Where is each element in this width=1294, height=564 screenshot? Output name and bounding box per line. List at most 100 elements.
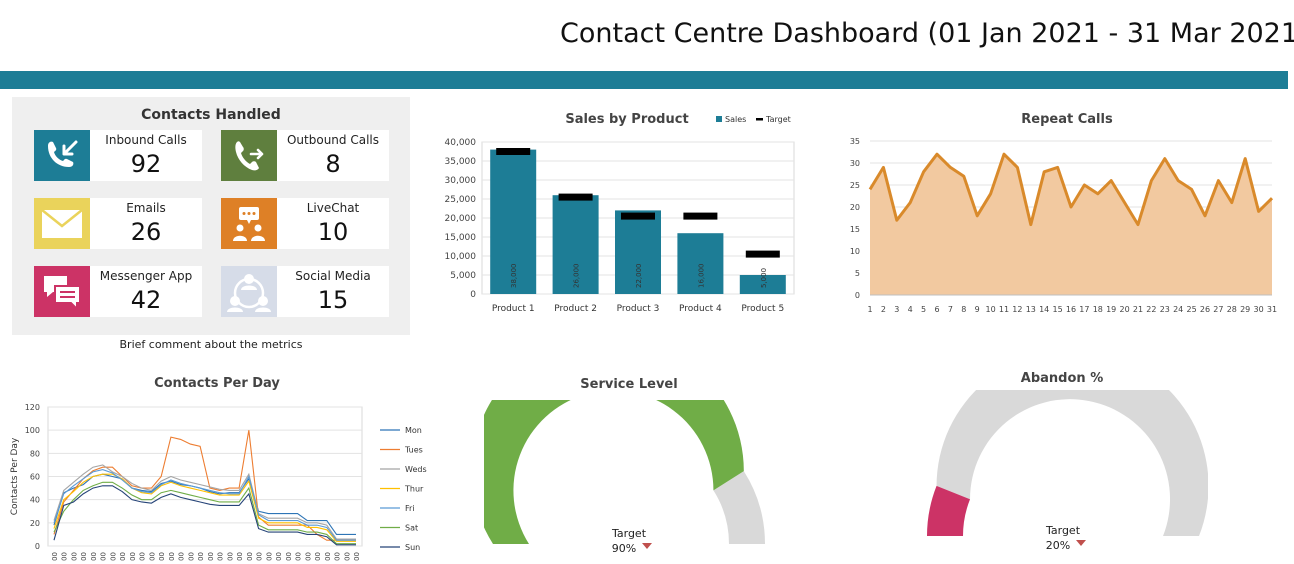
- x-tick-label: 00: [246, 552, 254, 561]
- livechat-icon: [221, 198, 277, 249]
- target-marker: [496, 148, 531, 155]
- contacts-per-day-title: Contacts Per Day: [154, 376, 280, 391]
- title-accent-bar: [0, 71, 1288, 89]
- x-tick-label: 5: [921, 305, 926, 314]
- x-tick-label: 28: [1227, 305, 1237, 314]
- x-tick-label: 26: [1200, 305, 1210, 314]
- gauge-track: [713, 471, 765, 544]
- x-tick-label: 00: [80, 552, 88, 561]
- x-tick-label: 11: [999, 305, 1009, 314]
- tile-value: 92: [130, 150, 162, 178]
- x-tick-label: 17: [1079, 305, 1089, 314]
- legend-label: Sun: [405, 543, 420, 552]
- x-tick-label: 18: [1093, 305, 1103, 314]
- x-tick-label: 3: [894, 305, 899, 314]
- x-tick-label: 00: [265, 552, 273, 561]
- x-tick-label: 8: [961, 305, 966, 314]
- x-tick-label: 29: [1240, 305, 1250, 314]
- x-tick-label: 00: [51, 552, 59, 561]
- contacts-handled-title: Contacts Handled: [141, 107, 281, 123]
- x-tick-label: 00: [285, 552, 293, 561]
- y-tick-label: 0: [855, 291, 860, 300]
- gauge-value-arc: [484, 400, 744, 544]
- x-tick-label: 2: [881, 305, 886, 314]
- target-label: Target: [611, 527, 647, 540]
- outbound-call-icon: [221, 130, 277, 181]
- x-tick-label: 00: [129, 552, 137, 561]
- legend-label: Sat: [405, 524, 418, 533]
- target-value: 90%: [612, 542, 636, 555]
- y-tick-label: 15: [850, 225, 860, 234]
- x-tick-label: 1: [867, 305, 872, 314]
- x-tick-label: Product 2: [554, 304, 597, 314]
- x-tick-label: 00: [275, 552, 283, 561]
- abandon-title: Abandon %: [1020, 371, 1104, 386]
- abandon-gauge: Target 20%: [927, 390, 1208, 552]
- x-tick-label: 00: [61, 552, 69, 561]
- bar-sales: [490, 149, 537, 294]
- y-tick-label: 120: [25, 403, 40, 412]
- x-tick-label: 19: [1106, 305, 1116, 314]
- tile-value: 26: [130, 218, 162, 246]
- x-tick-label: 00: [70, 552, 78, 561]
- repeat-calls-title: Repeat Calls: [1021, 112, 1113, 127]
- legend-label: Thur: [404, 485, 424, 494]
- y-tick-label: 35,000: [445, 157, 477, 167]
- series-line-fri: [53, 468, 356, 541]
- tile-label: Emails: [126, 201, 166, 215]
- x-tick-label: 30: [1254, 305, 1264, 314]
- service-level-gauge: Target 90%: [484, 400, 765, 555]
- tile-emails: Emails 26: [34, 198, 202, 249]
- target-value: 20%: [1046, 539, 1070, 552]
- envelope-icon: [34, 198, 90, 249]
- x-tick-label: 00: [197, 552, 205, 561]
- y-tick-label: 100: [25, 426, 40, 435]
- y-tick-label: 15,000: [445, 233, 477, 243]
- series-line-thur: [53, 473, 356, 542]
- x-tick-label: 00: [158, 552, 166, 561]
- series-line-sun: [53, 485, 356, 546]
- x-tick-label: 22: [1146, 305, 1156, 314]
- x-tick-label: 00: [178, 552, 186, 561]
- y-tick-label: 0: [470, 290, 476, 300]
- messenger-icon: [34, 266, 90, 317]
- y-tick-label: 0: [35, 542, 40, 551]
- legend-label: Weds: [405, 465, 427, 474]
- bar-sales: [677, 233, 724, 294]
- x-tick-label: 00: [256, 552, 264, 561]
- x-tick-label: 13: [1026, 305, 1036, 314]
- y-tick-label: 10: [850, 247, 860, 256]
- x-tick-label: 27: [1213, 305, 1223, 314]
- gauge-value-arc: [927, 485, 971, 536]
- target-marker: [621, 212, 655, 220]
- tile-inbound-calls: Inbound Calls 92: [34, 130, 202, 181]
- y-tick-label: 20: [30, 519, 40, 528]
- y-tick-label: 80: [30, 449, 40, 458]
- tile-label: Inbound Calls: [105, 133, 187, 147]
- y-tick-label: 20: [850, 203, 860, 212]
- tile-label: LiveChat: [306, 201, 360, 215]
- y-tick-label: 30,000: [445, 176, 477, 186]
- y-axis-label: Contacts Per Day: [10, 437, 20, 515]
- page-title: Contact Centre Dashboard (01 Jan 2021 - …: [560, 18, 1294, 49]
- x-tick-label: 25: [1187, 305, 1197, 314]
- legend-swatch-target: [756, 118, 763, 121]
- service-level-title: Service Level: [580, 377, 678, 392]
- y-tick-label: 5,000: [450, 271, 476, 281]
- x-tick-label: Product 1: [492, 304, 535, 314]
- down-triangle-icon: [642, 543, 652, 549]
- legend-label: Tues: [404, 446, 423, 455]
- target-marker: [558, 193, 593, 201]
- x-tick-label: 00: [353, 552, 361, 561]
- tile-value: 10: [317, 218, 349, 246]
- x-tick-label: 00: [324, 552, 332, 561]
- y-tick-label: 25: [850, 181, 860, 190]
- x-tick-label: Product 3: [617, 304, 660, 314]
- y-tick-label: 35: [850, 137, 860, 146]
- x-tick-label: 00: [304, 552, 312, 561]
- x-tick-label: 00: [119, 552, 127, 561]
- bar-data-label: 22,000: [635, 264, 643, 289]
- bar-data-label: 5,000: [760, 268, 768, 288]
- series-line-sat: [53, 481, 356, 545]
